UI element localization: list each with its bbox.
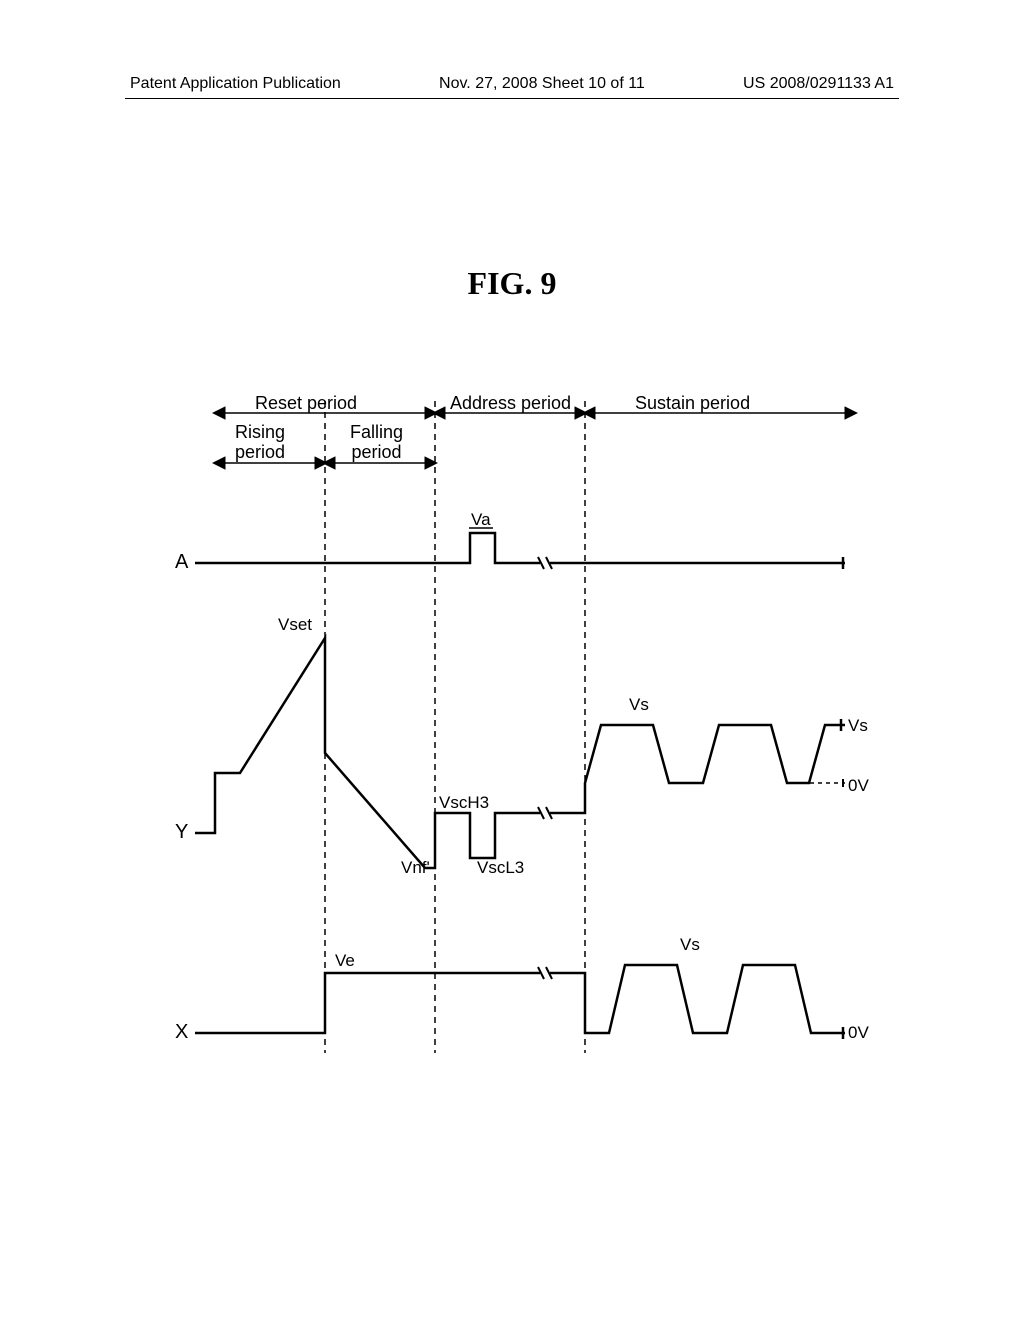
timing-diagram: Reset period Risingperiod Fallingperiod …	[155, 393, 855, 1093]
header-rule	[125, 98, 899, 99]
figure-title: FIG. 9	[0, 265, 1024, 302]
timing-svg	[155, 393, 895, 1093]
header-center: Nov. 27, 2008 Sheet 10 of 11	[439, 75, 645, 93]
header-right: US 2008/0291133 A1	[743, 75, 894, 93]
header-left: Patent Application Publication	[130, 75, 341, 93]
